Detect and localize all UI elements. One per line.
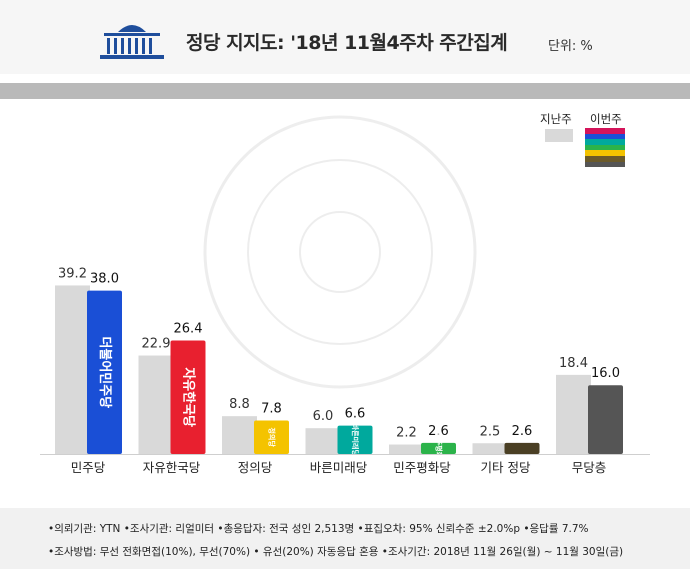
category-label: 민주당: [71, 460, 106, 475]
bar-current: [87, 290, 122, 454]
bar-current: [421, 442, 456, 454]
unit-label: 단위: %: [548, 39, 593, 54]
bar-current: [170, 340, 206, 454]
data-label-previous: 8.8: [229, 397, 250, 412]
bar-previous: [138, 355, 174, 454]
category-label: 기타 정당: [481, 460, 531, 475]
category-label: 정의당: [238, 460, 273, 475]
data-label-previous: 18.4: [559, 356, 588, 371]
bar-previous: [472, 443, 508, 454]
category-label: 바른미래당: [310, 460, 368, 475]
survey-info-line-1: •의뢰기관: YTN •조사기관: 리얼미터 •총응답자: 전국 성인 2,51…: [48, 523, 589, 535]
legend-previous-swatch: [545, 129, 573, 142]
survey-info-line-2: •조사방법: 무선 전화면접(10%), 무선(70%) • 유선(20%) 자…: [48, 546, 624, 558]
legend-current-stripe: [585, 128, 625, 134]
bar-previous: [222, 416, 257, 454]
data-label-current: 26.4: [174, 321, 203, 336]
chart-title: 정당 지지도: '18년 11월4주차 주간집계: [186, 32, 508, 54]
data-label-current: 2.6: [512, 424, 533, 439]
data-label-previous: 2.5: [480, 424, 501, 439]
party-logo: 바른미래당: [351, 424, 360, 457]
bar-previous: [55, 285, 90, 454]
bar-current: [504, 442, 540, 454]
data-label-previous: 39.2: [58, 266, 87, 281]
category-label: 민주평화당: [393, 460, 451, 475]
data-label-current: 2.6: [428, 424, 449, 439]
survey-info-footer: •의뢰기관: YTN •조사기관: 리얼미터 •총응답자: 전국 성인 2,51…: [0, 508, 690, 569]
legend-current-label: 이번주: [590, 112, 622, 126]
legend-current-stripe: [585, 144, 625, 151]
data-label-current: 6.6: [345, 407, 366, 422]
bar-current: [337, 425, 373, 454]
watermark-seal: [203, 115, 477, 389]
party-logo: 더불어민주당: [97, 336, 113, 408]
national-assembly-icon: [100, 25, 164, 59]
party-logo: 민주평화당: [435, 432, 444, 465]
party-logo: 자유한국당: [181, 367, 197, 427]
data-label-current: 16.0: [591, 366, 620, 381]
bar-current: [254, 420, 289, 454]
legend-current-stripe: [585, 150, 625, 156]
legend-current-stripe: [585, 139, 625, 145]
bar-current: [588, 385, 623, 454]
data-label-current: 7.8: [261, 401, 282, 416]
data-label-previous: 2.2: [396, 426, 417, 441]
legend-current-stripe: [585, 155, 625, 162]
header-bar: 정당 지지도: '18년 11월4주차 주간집계 단위: %: [0, 0, 690, 74]
legend-current-swatch: [585, 128, 625, 173]
bar-previous: [556, 374, 591, 454]
legend-previous-label: 지난주: [540, 112, 572, 126]
category-label: 무당층: [572, 460, 607, 475]
party-logo: 정의당: [268, 428, 277, 448]
data-label-previous: 22.9: [142, 337, 171, 352]
data-label-current: 38.0: [90, 272, 119, 287]
legend-current-stripe: [585, 133, 625, 140]
header-divider-stripe: [0, 83, 690, 99]
bar-previous: [389, 444, 424, 454]
legend-current-stripe: [585, 161, 625, 168]
bar-previous: [305, 428, 341, 454]
category-label: 자유한국당: [143, 460, 201, 475]
data-label-previous: 6.0: [313, 409, 334, 424]
